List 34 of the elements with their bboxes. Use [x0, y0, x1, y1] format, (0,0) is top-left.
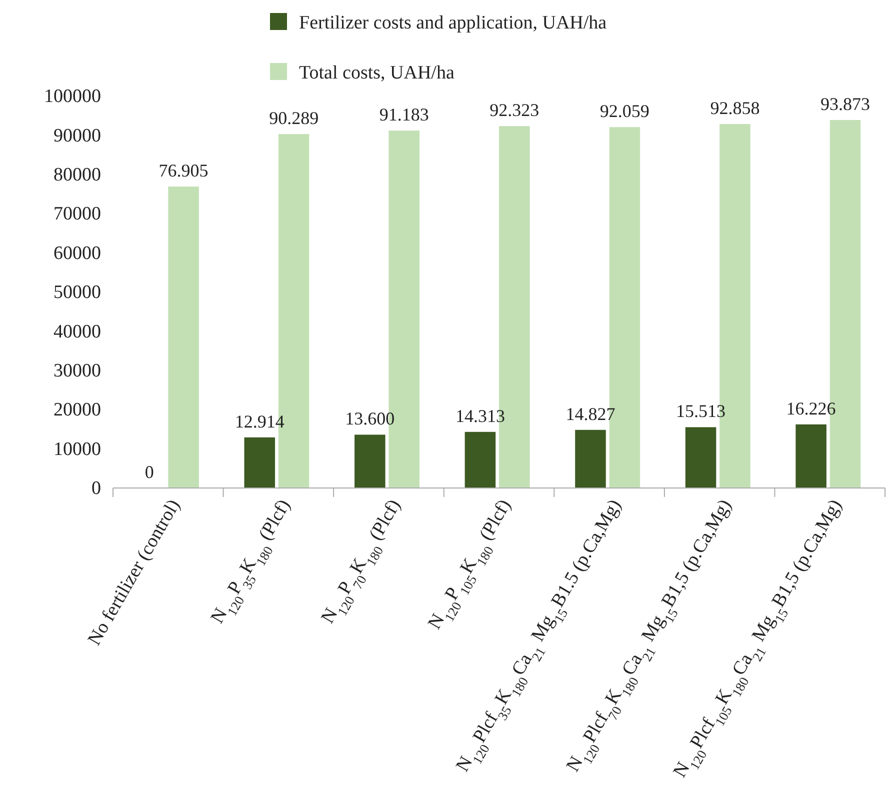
data-label: 91.183 [379, 104, 429, 125]
bar [244, 437, 276, 488]
y-tick-label: 10000 [54, 438, 101, 460]
data-label: 12.914 [234, 411, 284, 432]
bar [354, 434, 386, 488]
y-tick-label: 80000 [54, 164, 101, 186]
y-tick-label: 100000 [44, 86, 101, 108]
y-tick-label: 50000 [54, 282, 101, 304]
data-label: 0 [144, 462, 154, 482]
legend-label: Fertilizer costs and application, UAH/ha [299, 12, 608, 34]
data-label: 15.513 [676, 401, 726, 422]
data-label: 92.858 [710, 98, 760, 118]
data-label: 76.905 [158, 160, 208, 181]
data-label: 93.873 [820, 94, 870, 114]
data-label: 16.226 [786, 398, 836, 418]
data-label: 14.313 [455, 406, 505, 426]
data-label: 90.289 [269, 108, 319, 128]
data-label: 13.600 [345, 408, 395, 429]
y-tick-label: 20000 [54, 400, 101, 421]
data-label: 14.827 [566, 404, 616, 424]
data-label: 92.323 [490, 100, 540, 120]
bar [575, 430, 606, 488]
y-tick-label: 60000 [54, 242, 101, 264]
y-tick-label: 0 [92, 478, 101, 500]
bar [685, 427, 716, 488]
data-label: 92.059 [600, 101, 650, 122]
legend-label: Total costs, UAH/ha [299, 62, 455, 84]
y-tick-label: 40000 [54, 321, 101, 342]
y-tick-label: 90000 [54, 125, 101, 146]
bar [464, 432, 496, 488]
bar [796, 424, 826, 488]
y-tick-label: 70000 [54, 204, 101, 225]
bar [168, 186, 199, 488]
y-tick-label: 30000 [54, 360, 101, 382]
